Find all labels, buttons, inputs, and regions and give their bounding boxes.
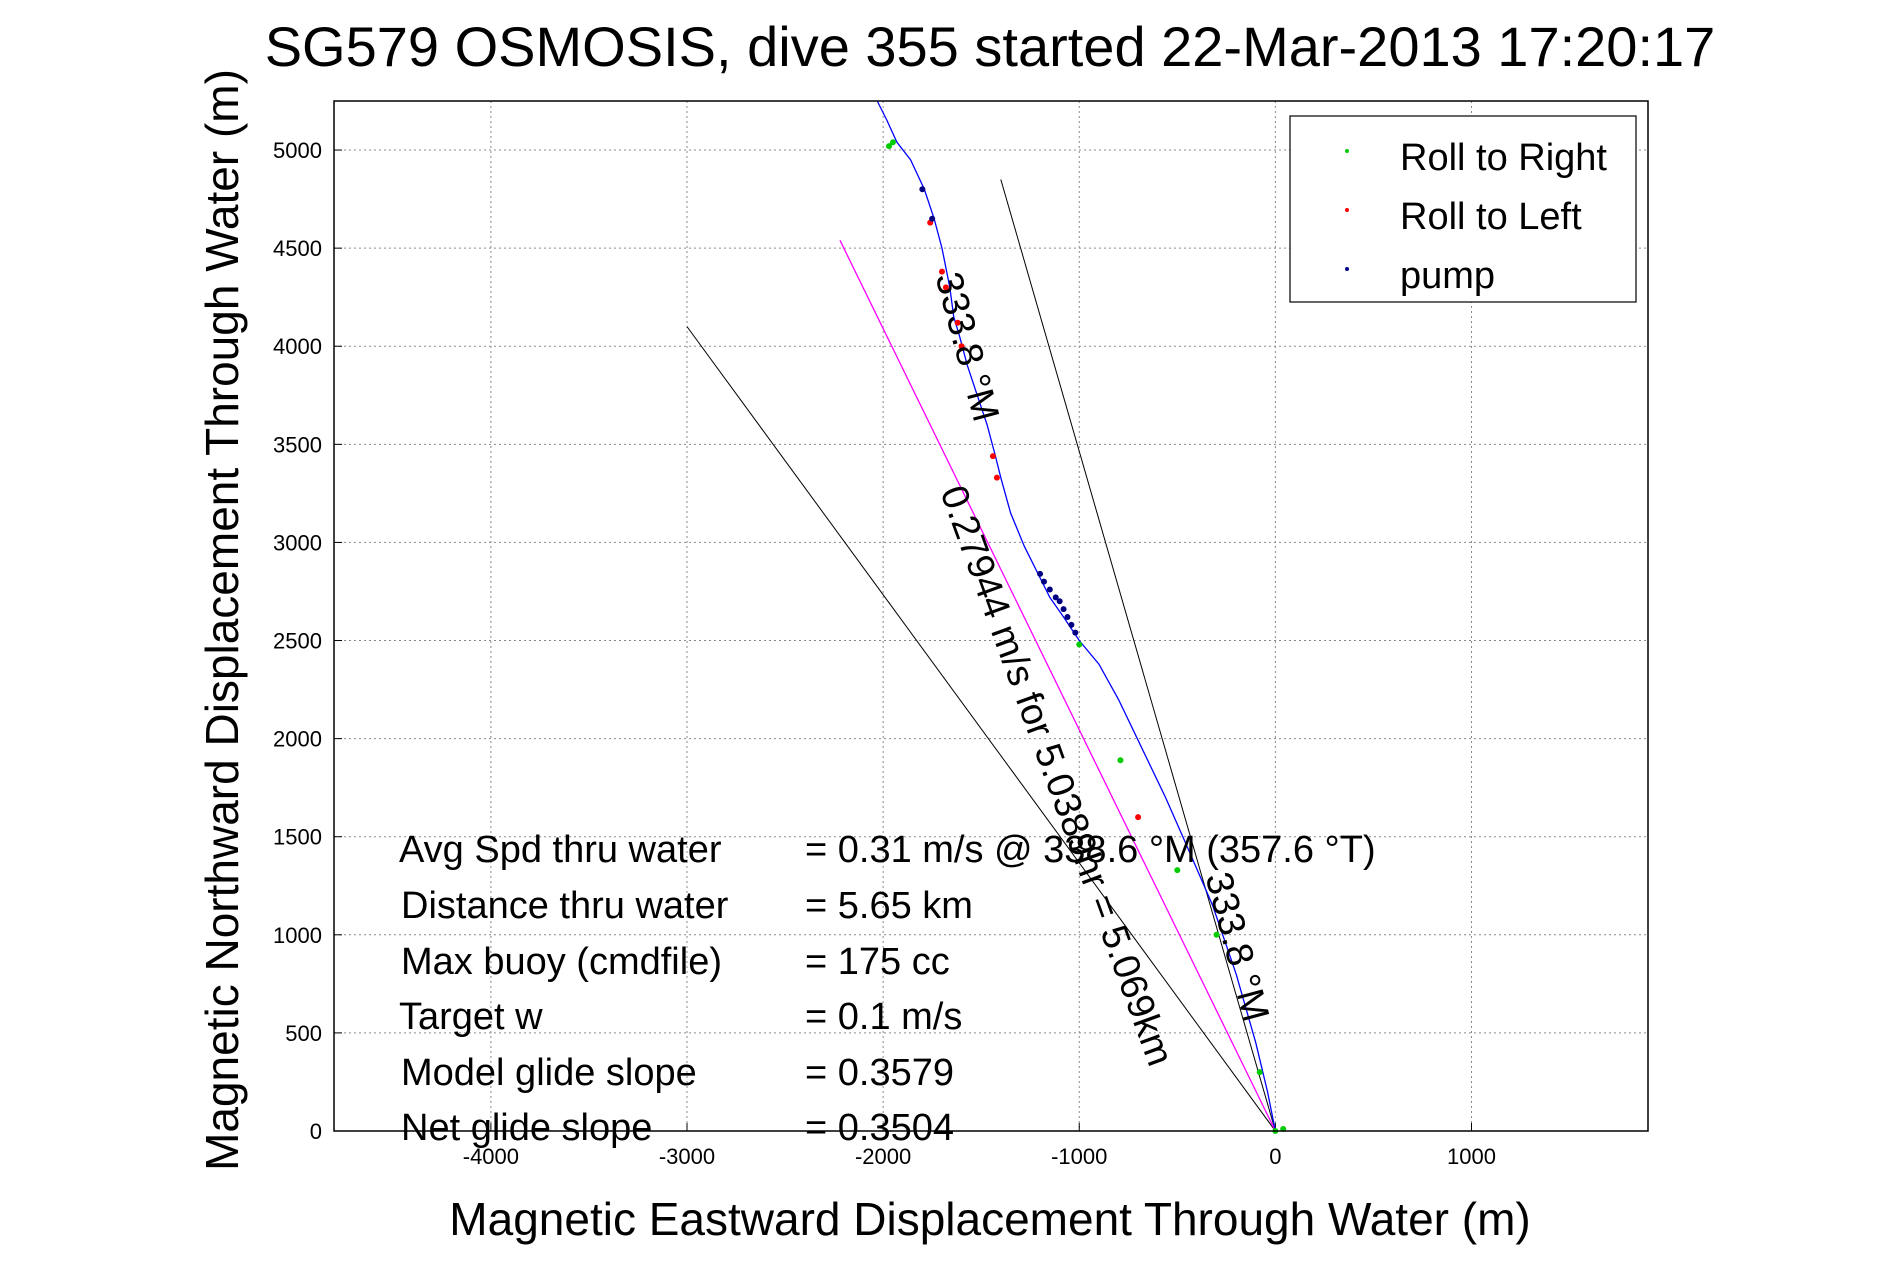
roll-left-marker: [989, 453, 996, 460]
model-glide-value: = 0.3579: [805, 1052, 954, 1094]
roll-right-marker: [889, 139, 896, 146]
net-glide-value: = 0.3504: [805, 1107, 954, 1149]
pump-marker: [1052, 594, 1059, 601]
max-buoy-label: Max buoy (cmdfile): [401, 941, 722, 983]
y-tick-label: 5000: [273, 138, 322, 163]
x-axis-label: Magnetic Eastward Displacement Through W…: [449, 1193, 1530, 1245]
y-tick-labels: 0 500 1000 1500 2000 2500 3000 3500 4000 4500 5000: [273, 138, 322, 1144]
max-buoy-value: = 175 cc: [805, 941, 950, 983]
y-tick-label: 1500: [273, 825, 322, 850]
glider-track: [876, 100, 1277, 1132]
roll-right-marker: [1117, 757, 1124, 764]
pump-marker: [1068, 621, 1075, 628]
roll-right-marker: [1174, 867, 1181, 874]
plot-frame: [333, 100, 1649, 1132]
target-w-value: = 0.1 m/s: [805, 996, 962, 1038]
roll-left-marker: [993, 474, 1000, 481]
x-tick-label: 0: [1269, 1144, 1281, 1169]
x-tick-label: 1000: [1447, 1144, 1496, 1169]
y-tick-label: 2500: [273, 629, 322, 654]
roll-right-marker: [886, 143, 893, 150]
model-glide-label: Model glide slope: [401, 1052, 697, 1094]
legend-label-roll-right: Roll to Right: [1400, 137, 1607, 179]
x-tick-label: -1000: [1051, 1144, 1107, 1169]
y-axis-label: Magnetic Northward Displacement Through …: [196, 69, 248, 1171]
roll-left-marker: [958, 343, 965, 350]
chart-title: SG579 OSMOSIS, dive 355 started 22-Mar-2…: [265, 15, 1716, 78]
pump-marker: [919, 186, 926, 193]
pump-marker: [1060, 606, 1067, 613]
y-tick-label: 3000: [273, 530, 322, 555]
roll-right-marker: [1213, 931, 1220, 938]
roll-right-marker: [1076, 641, 1083, 648]
pump-marker: [1040, 578, 1047, 585]
y-tick-label: 2000: [273, 727, 322, 752]
y-tick-label: 4500: [273, 236, 322, 261]
x-tick-label: -2000: [855, 1144, 911, 1169]
legend: Roll to Right Roll to Left pump: [1289, 115, 1637, 303]
pump-marker: [1072, 629, 1079, 636]
pump-marker: [1046, 586, 1053, 593]
avg-speed-label: Avg Spd thru water: [399, 829, 722, 871]
legend-label-roll-left: Roll to Left: [1400, 196, 1582, 238]
distance-label: Distance thru water: [401, 885, 729, 927]
pump-marker: [1056, 598, 1063, 605]
y-tick-label: 3500: [273, 432, 322, 457]
distance-value: = 5.65 km: [805, 885, 973, 927]
x-tick-labels: -4000 -3000 -2000 -1000 0 1000: [463, 1144, 1496, 1169]
fan-lines: [686, 179, 1276, 1132]
roll-right-marker: [1256, 1069, 1263, 1076]
roll-left-marker: [942, 284, 949, 291]
net-glide-label: Net glide slope: [401, 1107, 652, 1149]
legend-marker-pump: [1345, 267, 1349, 271]
pump-marker: [1037, 570, 1044, 577]
pump-marker: [1064, 613, 1071, 620]
legend-label-pump: pump: [1400, 255, 1495, 297]
y-tick-label: 0: [310, 1119, 322, 1144]
pump-marker: [929, 215, 936, 222]
y-tick-label: 4000: [273, 334, 322, 359]
fan-line: [1000, 179, 1276, 1132]
target-w-label: Target w: [399, 996, 543, 1038]
legend-marker-roll-right: [1345, 149, 1349, 153]
legend-marker-roll-left: [1345, 208, 1349, 212]
y-tick-label: 1000: [273, 923, 322, 948]
heading-line: [839, 240, 1276, 1132]
roll-pump-markers: [886, 139, 1287, 1134]
glider-track-line: [876, 100, 1277, 1132]
summary-annotations: Avg Spd thru water = 0.31 m/s @ 338.6 °M…: [399, 829, 1376, 1149]
y-tick-label: 500: [285, 1021, 322, 1046]
x-tick-label: -3000: [659, 1144, 715, 1169]
roll-left-marker: [1135, 814, 1142, 821]
roll-left-marker: [954, 319, 961, 326]
x-tick-label: -4000: [463, 1144, 519, 1169]
avg-speed-value: = 0.31 m/s @ 338.6 °M (357.6 °T): [805, 829, 1376, 871]
roll-left-marker: [938, 268, 945, 275]
fan-line: [686, 326, 1276, 1132]
heading-line-segment: [839, 240, 1276, 1132]
